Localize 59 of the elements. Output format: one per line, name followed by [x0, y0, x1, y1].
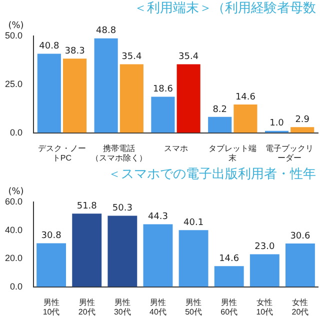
data-label: 1.0	[270, 118, 284, 129]
data-label: 44.3	[148, 212, 168, 222]
data-label: 38.3	[64, 46, 85, 56]
y-tick-label: 25.0	[4, 78, 23, 89]
bar	[208, 116, 232, 133]
x-tick-label: 女性10代	[256, 298, 274, 316]
bar	[250, 254, 280, 287]
x-tick-label: 電子ブックリーダー	[266, 144, 314, 162]
data-label: 14.6	[219, 254, 240, 264]
x-tick-label: 男性50代	[185, 298, 202, 316]
x-tick-label: 携帯電話（スマホ除く）	[90, 144, 147, 162]
data-label: 50.3	[112, 204, 132, 214]
data-label: 51.8	[76, 201, 98, 212]
data-label: 35.4	[178, 52, 199, 62]
bar	[37, 54, 61, 133]
bar	[290, 127, 314, 133]
bar	[62, 58, 87, 133]
y-tick-label: 40.0	[4, 224, 23, 235]
bar	[151, 96, 175, 133]
chart-title: ＜スマホでの電子出版利用者・性年	[107, 166, 317, 184]
data-label: 23.0	[254, 242, 275, 252]
data-label: 48.8	[96, 26, 116, 36]
y-axis-title: (%)	[8, 20, 24, 31]
bar	[143, 224, 173, 287]
bar	[94, 38, 118, 133]
data-label: 14.6	[235, 92, 256, 102]
bar	[176, 64, 200, 133]
data-label: 30.8	[41, 231, 62, 242]
x-tick-label: タブレット端末	[208, 144, 257, 162]
data-label: 40.8	[39, 42, 60, 52]
y-tick-label: 50.0	[4, 30, 23, 40]
y-tick-label: 60.0	[4, 196, 23, 206]
x-tick-label: デスク・ノートPC	[38, 144, 86, 162]
x-tick-label: 男性30代	[114, 298, 131, 316]
x-tick-label: 男性20代	[78, 298, 96, 316]
bar	[178, 230, 208, 287]
bar	[234, 104, 258, 133]
data-label: 30.6	[290, 231, 311, 242]
data-label: 40.1	[184, 218, 204, 228]
data-label: 35.4	[122, 52, 142, 62]
y-tick-label: 0.0	[10, 127, 23, 138]
bar	[214, 266, 244, 287]
x-tick-label: 女性20代	[292, 298, 309, 316]
x-tick-label: 男性40代	[150, 298, 166, 316]
bar	[72, 214, 102, 287]
y-tick-label: 20.0	[4, 253, 23, 264]
y-axis-title: (%)	[8, 186, 24, 197]
bar	[120, 64, 144, 133]
data-label: 2.9	[295, 115, 310, 126]
x-tick-label: 男性60代	[220, 298, 238, 316]
bar	[36, 243, 66, 287]
x-tick-label: スマホ	[164, 144, 188, 153]
bar	[286, 244, 315, 287]
bar	[108, 216, 138, 287]
y-tick-label: 0.0	[10, 281, 23, 292]
data-label: 8.2	[212, 104, 228, 115]
chart-title: ＜利用端末＞（利用経験者母数	[133, 0, 317, 18]
data-label: 18.6	[152, 84, 174, 95]
x-tick-label: 男性10代	[42, 298, 60, 316]
